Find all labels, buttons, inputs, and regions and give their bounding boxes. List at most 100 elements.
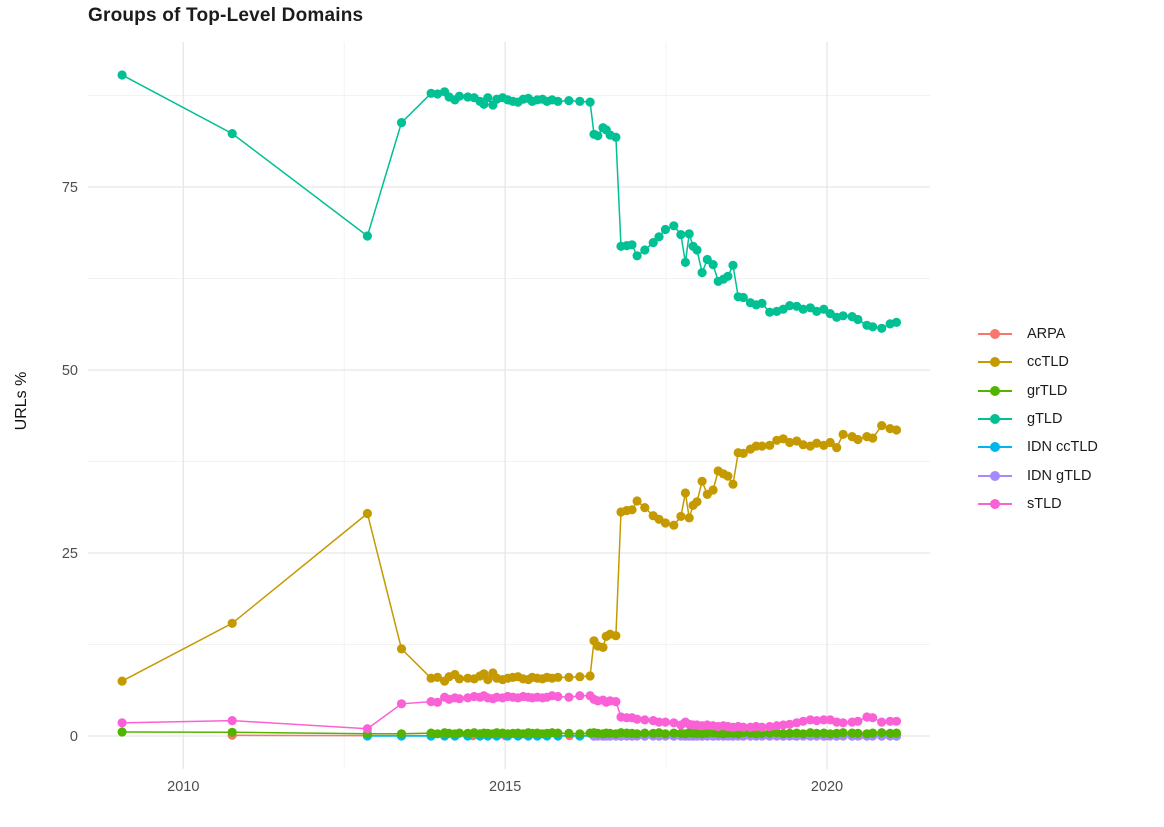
data-point (697, 268, 707, 278)
data-point (832, 443, 842, 453)
data-point (660, 224, 671, 235)
legend-item-ccTLD: ccTLD (977, 348, 1098, 376)
data-point (708, 260, 718, 270)
data-point (669, 718, 679, 728)
data-point (692, 497, 702, 507)
data-point (798, 440, 808, 450)
data-point (785, 301, 795, 311)
data-point (432, 729, 443, 739)
x-tick-label: 2020 (811, 779, 843, 795)
data-point (564, 672, 574, 683)
legend-key-icon (978, 470, 1012, 481)
data-point (669, 728, 679, 738)
data-point (738, 448, 748, 458)
data-point (785, 719, 795, 729)
series-ccTLD (117, 421, 902, 686)
data-point (640, 728, 650, 738)
data-point (868, 322, 878, 332)
data-point (765, 440, 775, 450)
data-point (785, 728, 795, 739)
data-point (676, 511, 686, 521)
data-point (648, 238, 658, 248)
data-point (575, 672, 585, 682)
data-point (396, 644, 407, 654)
data-point (877, 728, 887, 738)
data-point (819, 715, 829, 725)
x-tick-label: 2010 (167, 779, 199, 795)
data-point (819, 304, 829, 314)
data-point (483, 93, 493, 103)
legend-item-ARPA: ARPA (977, 320, 1098, 348)
data-point (738, 292, 748, 303)
data-point (564, 728, 574, 739)
data-point (798, 729, 808, 739)
data-point (585, 671, 595, 681)
data-point (362, 724, 372, 734)
data-point (585, 97, 595, 107)
data-point (575, 96, 585, 106)
data-point (575, 729, 585, 739)
data-point (483, 675, 493, 685)
data-point (611, 631, 621, 641)
legend-item-label: grTLD (1027, 382, 1068, 399)
data-point (654, 717, 664, 727)
data-point (632, 714, 642, 724)
legend-item-grTLD: grTLD (977, 377, 1098, 405)
series-gTLD (117, 70, 902, 333)
series-grTLD (117, 727, 902, 739)
data-point (553, 691, 563, 702)
data-point (632, 251, 642, 261)
data-point (611, 697, 621, 707)
y-tick-label: 25 (62, 546, 78, 562)
data-point (877, 323, 887, 333)
data-point (117, 676, 127, 686)
data-point (575, 691, 585, 701)
data-point (676, 230, 686, 240)
data-point (738, 722, 748, 732)
data-point (765, 721, 775, 732)
data-point (432, 672, 443, 683)
legend-key-icon (978, 357, 1012, 368)
data-point (812, 716, 822, 726)
data-point (654, 232, 664, 242)
series-sTLD (117, 691, 902, 734)
data-point (632, 496, 642, 506)
data-point (396, 118, 407, 128)
data-point (723, 471, 733, 481)
data-point (812, 728, 822, 739)
data-point (684, 229, 694, 239)
data-point (891, 425, 902, 435)
data-point (117, 70, 127, 80)
data-point (640, 503, 650, 513)
data-point (838, 728, 848, 738)
data-point (396, 729, 407, 739)
data-point (891, 317, 902, 327)
data-point (684, 513, 694, 523)
data-point (757, 298, 767, 308)
data-point (708, 485, 718, 495)
data-point (838, 311, 848, 321)
y-tick-label: 0 (70, 729, 78, 745)
y-tick-label: 50 (62, 363, 78, 379)
data-point (891, 728, 902, 738)
data-point (598, 642, 608, 653)
data-point (680, 488, 691, 498)
data-point (669, 221, 679, 231)
data-point (765, 307, 775, 317)
legend-item-label: gTLD (1027, 411, 1063, 428)
data-point (627, 505, 637, 515)
data-point (853, 716, 863, 726)
data-point (553, 728, 563, 738)
series-line (121, 74, 897, 330)
data-point (778, 729, 788, 739)
data-point (627, 240, 637, 250)
data-point (564, 692, 574, 702)
legend: ARPA ccTLD grTLD gTLD IDN ccTLD IDN gTLD sTLD (977, 320, 1098, 518)
legend-key-icon (978, 385, 1012, 396)
data-point (891, 716, 902, 726)
data-point (785, 437, 795, 448)
legend-item-IDN-ccTLD: IDN ccTLD (977, 433, 1098, 461)
data-point (838, 718, 848, 728)
data-point (640, 245, 650, 255)
data-point (812, 438, 822, 448)
